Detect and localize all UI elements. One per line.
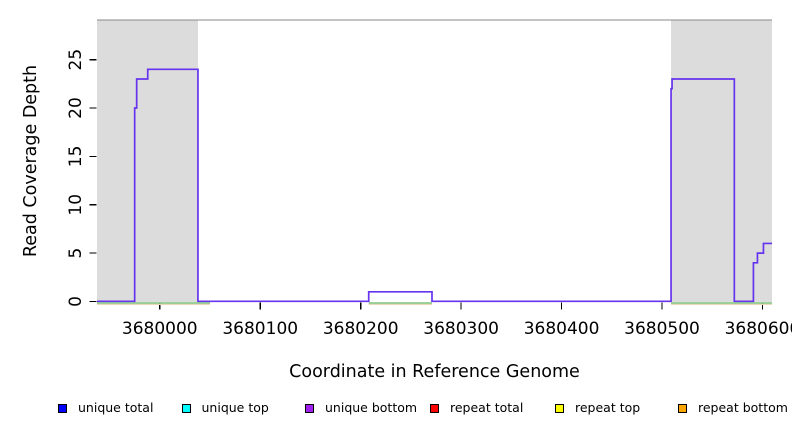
x-tick-label: 3680100 xyxy=(222,319,298,339)
repeat-region xyxy=(97,20,198,302)
y-tick-label: 0 xyxy=(66,296,86,307)
coverage-step-line xyxy=(97,68,772,303)
y-tick-label: 10 xyxy=(66,194,86,216)
legend-swatch-icon xyxy=(58,404,67,413)
repeat-regions-layer xyxy=(97,20,772,302)
legend-label: unique bottom xyxy=(325,400,418,415)
legend-swatch-icon xyxy=(555,404,564,413)
y-tick-label: 25 xyxy=(66,49,86,71)
series-layer xyxy=(97,68,772,305)
x-tick-label: 3680400 xyxy=(524,319,600,339)
legend-label: repeat total xyxy=(450,400,524,415)
coverage-chart: 3680000 3680100 3680200 3680300 3680400 36805… xyxy=(21,19,792,382)
legend: unique total unique top unique bottom repea… xyxy=(0,398,792,422)
y-axis-title: Read Coverage Depth xyxy=(21,65,41,257)
legend-swatch-icon xyxy=(181,404,191,413)
x-tick-label: 3680500 xyxy=(624,319,700,339)
legend-swatch-icon xyxy=(305,404,314,413)
x-tick-label: 3680000 xyxy=(122,319,198,339)
repeat-region xyxy=(671,20,772,302)
y-tick-label: 15 xyxy=(66,146,86,168)
x-tick-label: 3680300 xyxy=(423,319,499,339)
legend-label: unique total xyxy=(78,400,154,415)
axes-layer: 3680000 3680100 3680200 3680300 3680400 36805… xyxy=(66,49,792,339)
legend-swatch-icon xyxy=(430,404,439,413)
y-tick-label: 5 xyxy=(66,248,86,259)
legend-label: repeat bottom xyxy=(698,400,788,415)
legend-swatch-icon xyxy=(678,404,687,413)
x-tick-label: 3680200 xyxy=(323,319,399,339)
y-tick-label: 20 xyxy=(66,97,86,119)
legend-label: repeat top xyxy=(575,400,641,415)
x-axis-title: Coordinate in Reference Genome xyxy=(289,362,580,382)
legend-label: unique top xyxy=(201,400,269,415)
